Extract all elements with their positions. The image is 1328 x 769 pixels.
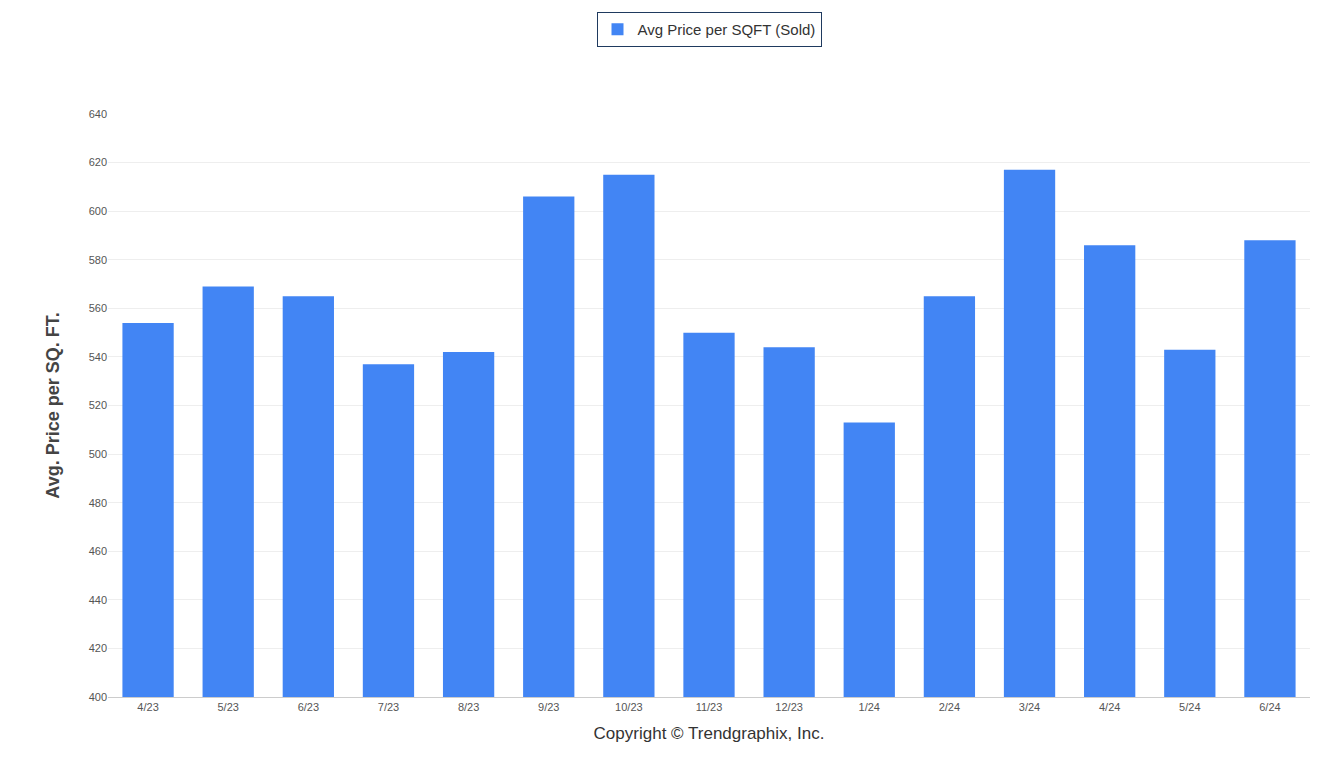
svg-text:8/23: 8/23 [458, 701, 479, 713]
svg-text:580: 580 [89, 254, 107, 266]
svg-text:3/24: 3/24 [1019, 701, 1040, 713]
svg-text:460: 460 [89, 545, 107, 557]
svg-text:4/24: 4/24 [1099, 701, 1120, 713]
svg-text:620: 620 [89, 156, 107, 168]
svg-text:540: 540 [89, 351, 107, 363]
svg-text:440: 440 [89, 594, 107, 606]
svg-text:6/24: 6/24 [1259, 701, 1280, 713]
svg-text:9/23: 9/23 [538, 701, 559, 713]
svg-text:5/23: 5/23 [217, 701, 238, 713]
svg-text:640: 640 [89, 108, 107, 120]
svg-text:500: 500 [89, 448, 107, 460]
svg-text:2/24: 2/24 [939, 701, 960, 713]
svg-text:10/23: 10/23 [615, 701, 643, 713]
svg-text:1/24: 1/24 [859, 701, 880, 713]
svg-text:4/23: 4/23 [137, 701, 158, 713]
svg-text:7/23: 7/23 [378, 701, 399, 713]
svg-text:420: 420 [89, 642, 107, 654]
svg-text:520: 520 [89, 399, 107, 411]
svg-text:6/23: 6/23 [298, 701, 319, 713]
svg-text:11/23: 11/23 [696, 701, 723, 713]
svg-text:12/23: 12/23 [775, 701, 803, 713]
svg-text:400: 400 [89, 691, 107, 703]
svg-text:480: 480 [89, 497, 107, 509]
svg-text:Avg Price per SQFT (Sold): Avg Price per SQFT (Sold) [638, 21, 816, 38]
svg-text:600: 600 [89, 205, 107, 217]
svg-text:560: 560 [89, 302, 107, 314]
svg-text:Copyright © Trendgraphix, Inc.: Copyright © Trendgraphix, Inc. [594, 724, 825, 743]
svg-text:Avg. Price per SQ. FT.: Avg. Price per SQ. FT. [43, 312, 63, 498]
svg-text:5/24: 5/24 [1179, 701, 1200, 713]
